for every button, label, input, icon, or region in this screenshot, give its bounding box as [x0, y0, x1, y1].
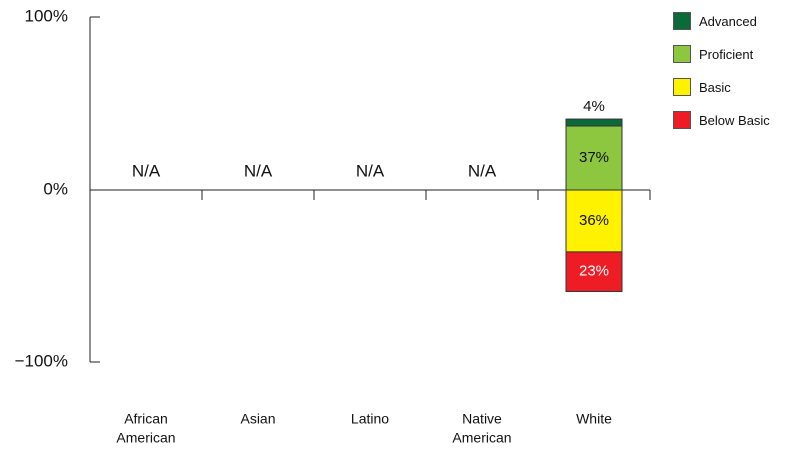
data-label: 37%	[579, 149, 609, 166]
na-label: N/A	[356, 161, 385, 180]
y-tick-label: 0%	[43, 179, 68, 198]
legend-item-advanced: Advanced	[673, 10, 770, 32]
data-label: 4%	[583, 98, 605, 115]
x-tick-label: White	[576, 411, 612, 427]
legend-swatch-below-basic	[673, 111, 691, 129]
data-label: 23%	[579, 263, 609, 280]
legend-swatch-advanced	[673, 12, 691, 30]
x-tick-label: Latino	[351, 411, 389, 427]
x-tick-label: African	[124, 411, 168, 427]
legend-swatch-basic	[673, 78, 691, 96]
legend-item-below-basic: Below Basic	[673, 109, 770, 131]
bar-basic	[565, 189, 623, 253]
x-tick-label: American	[116, 430, 175, 446]
x-tick-label: American	[452, 430, 511, 446]
bar-below-basic	[565, 251, 623, 292]
legend-label-proficient: Proficient	[699, 46, 754, 62]
legend: Advanced Proficient Basic Below Basic	[673, 10, 770, 142]
na-label: N/A	[132, 161, 161, 180]
y-tick-label: −100%	[15, 351, 68, 370]
legend-item-proficient: Proficient	[673, 43, 770, 65]
na-label: N/A	[468, 161, 497, 180]
x-tick-label: Asian	[240, 411, 275, 427]
y-tick-label: 100%	[25, 6, 68, 25]
na-label: N/A	[244, 161, 273, 180]
legend-label-below-basic: Below Basic	[699, 112, 770, 128]
legend-swatch-proficient	[673, 45, 691, 63]
data-label: 36%	[579, 212, 609, 229]
x-tick-label: Native	[462, 411, 502, 427]
legend-label-basic: Basic	[699, 79, 731, 95]
legend-label-advanced: Advanced	[699, 13, 757, 29]
legend-item-basic: Basic	[673, 76, 770, 98]
bar-advanced	[565, 118, 623, 127]
